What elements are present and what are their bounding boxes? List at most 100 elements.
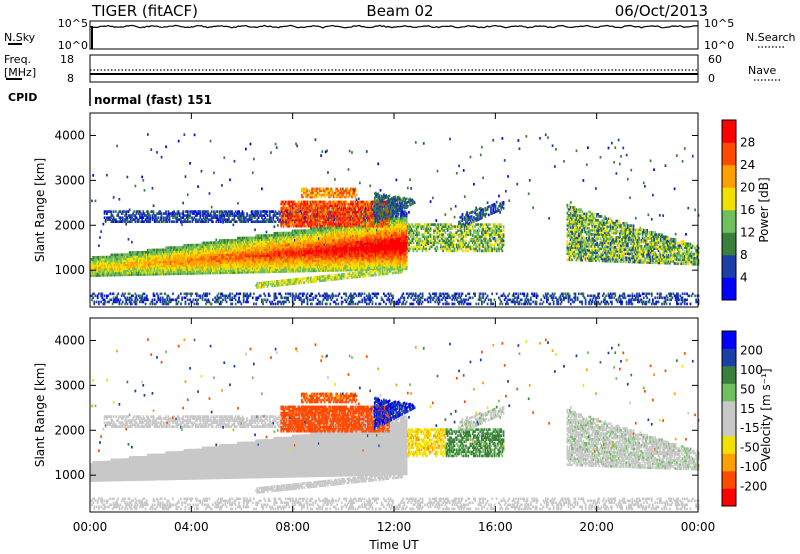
scatter-cell	[271, 236, 274, 239]
scatter-cell	[139, 294, 141, 298]
scatter-cell	[131, 261, 133, 264]
scatter-cell	[119, 216, 122, 220]
scatter-cell	[117, 212, 120, 215]
scatter-cell	[249, 250, 252, 254]
scatter-cell	[262, 210, 264, 213]
scatter-cell	[139, 273, 141, 276]
scatter-cell	[265, 234, 268, 237]
scatter-cell	[234, 253, 237, 256]
scatter-cell	[277, 212, 279, 215]
scatter-cell	[117, 267, 120, 271]
scatter-cell	[263, 209, 266, 213]
scatter-cell	[261, 268, 263, 272]
scatter-cell	[254, 220, 256, 224]
scatter-cell	[136, 261, 139, 264]
scatter-cell	[140, 220, 142, 224]
scatter-cell	[150, 258, 153, 262]
scatter-cell	[156, 151, 158, 154]
scatter-cell	[133, 300, 136, 304]
scatter-cell	[229, 292, 231, 296]
scatter-cell	[220, 218, 222, 222]
scatter-cell	[263, 244, 266, 247]
scatter-cell	[258, 240, 261, 244]
scatter-cell	[183, 252, 186, 255]
scatter-cell	[124, 271, 126, 275]
scatter-cell	[272, 260, 275, 263]
scatter-cell	[261, 236, 263, 239]
scatter-cell	[255, 298, 258, 302]
scatter-cell	[312, 296, 315, 300]
scatter-cell	[107, 269, 109, 273]
scatter-cell	[178, 262, 181, 265]
scatter-cell	[229, 245, 231, 248]
scatter-cell	[231, 243, 234, 246]
scatter-cell	[205, 245, 207, 249]
scatter-cell	[256, 256, 259, 260]
scatter-cell	[184, 220, 187, 224]
scatter-cell	[177, 294, 180, 298]
scatter-cell	[238, 244, 240, 248]
scatter-cell	[185, 272, 188, 275]
scatter-cell	[253, 157, 255, 161]
scatter-cell	[185, 244, 188, 247]
scatter-cell	[188, 266, 190, 269]
scatter-cell	[199, 214, 202, 217]
scatter-cell	[213, 253, 215, 257]
scatter-cell	[215, 267, 218, 271]
scatter-cell	[239, 238, 242, 242]
scatter-cell	[234, 267, 237, 270]
scatter-cell	[119, 263, 122, 267]
scatter-cell	[229, 269, 231, 272]
scatter-cell	[94, 274, 97, 277]
scatter-cell	[165, 252, 167, 256]
scatter-cell	[131, 298, 133, 302]
scatter-cell	[259, 281, 262, 285]
scatter-cell	[159, 210, 162, 213]
scatter-cell	[182, 246, 185, 249]
scatter-cell	[109, 216, 112, 220]
scatter-cell	[184, 218, 187, 222]
scatter-cell	[167, 260, 170, 264]
scatter-cell	[217, 271, 220, 275]
scatter-cell	[156, 258, 158, 262]
scatter-cell	[227, 253, 230, 256]
scatter-cell	[247, 300, 250, 304]
scatter-cell	[261, 214, 263, 217]
scatter-cell	[204, 263, 206, 267]
scatter-cell	[176, 254, 179, 257]
scatter-cell	[194, 262, 197, 265]
scatter-cell	[229, 267, 231, 270]
scatter-cell	[121, 261, 124, 265]
scatter-cell	[266, 214, 269, 217]
scatter-cell	[163, 300, 165, 304]
scatter-cell	[156, 248, 158, 252]
scatter-cell	[275, 268, 278, 271]
scatter-cell	[202, 259, 205, 263]
scatter-cell	[246, 236, 248, 240]
scatter-cell	[121, 263, 124, 267]
scatter-cell	[250, 240, 253, 244]
scatter-cell	[258, 242, 261, 246]
scatter-cell	[221, 265, 223, 269]
scatter-cell	[142, 220, 145, 224]
scatter-cell	[202, 245, 205, 249]
scatter-cell	[279, 237, 281, 241]
scatter-cell	[189, 220, 191, 224]
scatter-cell	[151, 214, 154, 217]
scatter-cell	[115, 296, 117, 300]
scatter-cell	[180, 260, 182, 263]
scatter-cell	[181, 272, 183, 276]
scatter-cell	[193, 212, 196, 215]
scatter-cell	[225, 214, 228, 217]
scatter-cell	[264, 236, 267, 239]
scatter-cell	[258, 270, 261, 274]
scatter-cell	[205, 265, 207, 269]
scatter-cell	[133, 210, 136, 213]
scatter-cell	[267, 268, 270, 272]
scatter-cell	[201, 265, 204, 269]
scatter-cell	[271, 252, 274, 255]
scatter-cell	[139, 253, 141, 256]
scatter-cell	[185, 214, 188, 217]
scatter-cell	[174, 254, 177, 257]
scatter-cell	[151, 260, 154, 264]
